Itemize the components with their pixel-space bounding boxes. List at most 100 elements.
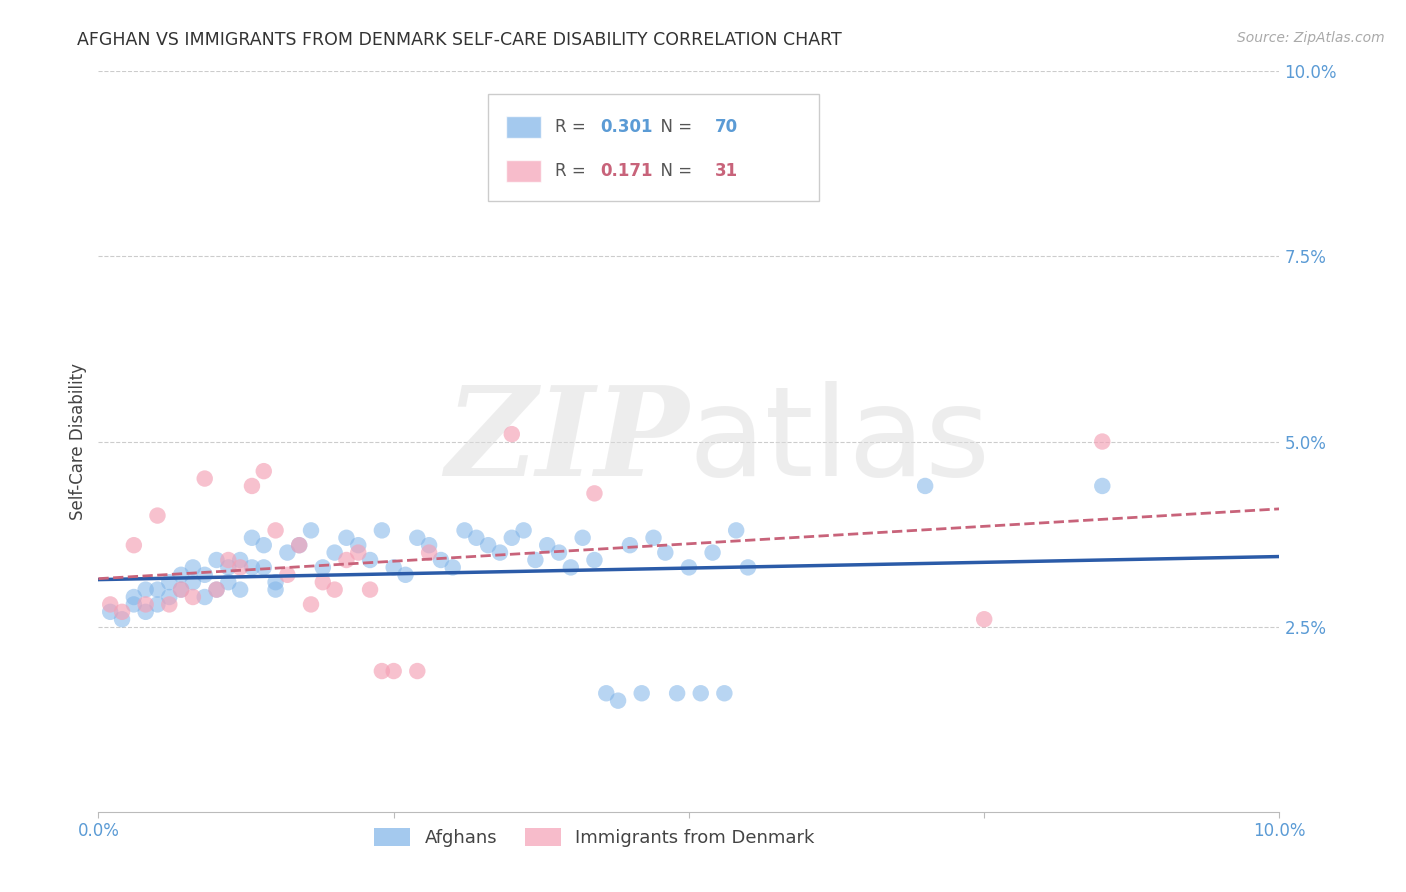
Point (217, 560, 239, 574)
Point (453, 524, 475, 538)
Text: AFGHAN VS IMMIGRANTS FROM DENMARK SELF-CARE DISABILITY CORRELATION CHART: AFGHAN VS IMMIGRANTS FROM DENMARK SELF-C… (77, 31, 842, 49)
Text: N =: N = (650, 162, 697, 180)
Bar (506, 161, 541, 183)
Point (146, 582, 169, 597)
Point (347, 538, 370, 552)
Point (583, 486, 606, 500)
Point (288, 538, 311, 552)
Point (229, 560, 252, 574)
Point (702, 545, 724, 560)
Text: atlas: atlas (689, 381, 991, 502)
Point (382, 664, 405, 678)
Point (181, 575, 204, 590)
Point (418, 545, 440, 560)
Point (217, 575, 239, 590)
Point (299, 524, 322, 538)
Point (181, 590, 204, 604)
FancyBboxPatch shape (488, 94, 818, 201)
Point (689, 686, 711, 700)
Point (98, 598, 121, 612)
Point (276, 545, 298, 560)
Point (465, 531, 488, 545)
Point (111, 605, 134, 619)
Point (501, 531, 523, 545)
Point (276, 567, 298, 582)
Point (619, 538, 641, 552)
Text: 0.301: 0.301 (600, 118, 652, 136)
Text: N =: N = (650, 118, 697, 136)
Point (607, 694, 630, 708)
Point (501, 427, 523, 442)
Point (512, 524, 534, 538)
Point (122, 598, 145, 612)
Point (406, 664, 429, 678)
Point (630, 686, 652, 700)
Point (312, 560, 335, 574)
Point (1091, 434, 1114, 449)
Point (194, 590, 217, 604)
Point (359, 582, 381, 597)
Point (536, 538, 558, 552)
Point (146, 508, 169, 523)
Point (264, 582, 287, 597)
Point (240, 531, 263, 545)
Point (170, 567, 193, 582)
Point (264, 524, 287, 538)
Point (253, 464, 276, 478)
Point (678, 560, 700, 574)
Point (418, 538, 440, 552)
Point (323, 582, 346, 597)
Point (135, 582, 157, 597)
Point (489, 545, 512, 560)
Point (264, 575, 287, 590)
Point (335, 531, 357, 545)
Point (288, 538, 311, 552)
Point (371, 524, 394, 538)
Legend: Afghans, Immigrants from Denmark: Afghans, Immigrants from Denmark (367, 821, 821, 855)
Point (253, 560, 276, 574)
Point (240, 560, 263, 574)
Point (122, 538, 145, 552)
Point (441, 560, 464, 574)
Bar (506, 116, 541, 138)
Point (299, 598, 322, 612)
Point (205, 553, 228, 567)
Point (157, 590, 180, 604)
Text: R =: R = (555, 118, 592, 136)
Text: ZIP: ZIP (446, 381, 689, 502)
Point (194, 567, 217, 582)
Point (654, 545, 676, 560)
Point (394, 567, 416, 582)
Point (583, 553, 606, 567)
Point (359, 553, 381, 567)
Point (240, 479, 263, 493)
Point (157, 575, 180, 590)
Point (973, 612, 995, 626)
Point (146, 598, 169, 612)
Text: 31: 31 (714, 162, 738, 180)
Point (595, 686, 617, 700)
Text: 70: 70 (714, 118, 738, 136)
Point (170, 582, 193, 597)
Point (725, 524, 748, 538)
Point (312, 575, 335, 590)
Text: 0.171: 0.171 (600, 162, 652, 180)
Point (406, 531, 429, 545)
Point (194, 472, 217, 486)
Point (643, 531, 665, 545)
Point (560, 560, 582, 574)
Point (170, 582, 193, 597)
Point (371, 664, 394, 678)
Point (229, 582, 252, 597)
Text: R =: R = (555, 162, 592, 180)
Point (181, 560, 204, 574)
Point (253, 538, 276, 552)
Point (217, 553, 239, 567)
Point (347, 545, 370, 560)
Point (382, 560, 405, 574)
Point (323, 545, 346, 560)
Point (524, 553, 547, 567)
Point (205, 582, 228, 597)
Point (477, 538, 499, 552)
Point (430, 553, 453, 567)
